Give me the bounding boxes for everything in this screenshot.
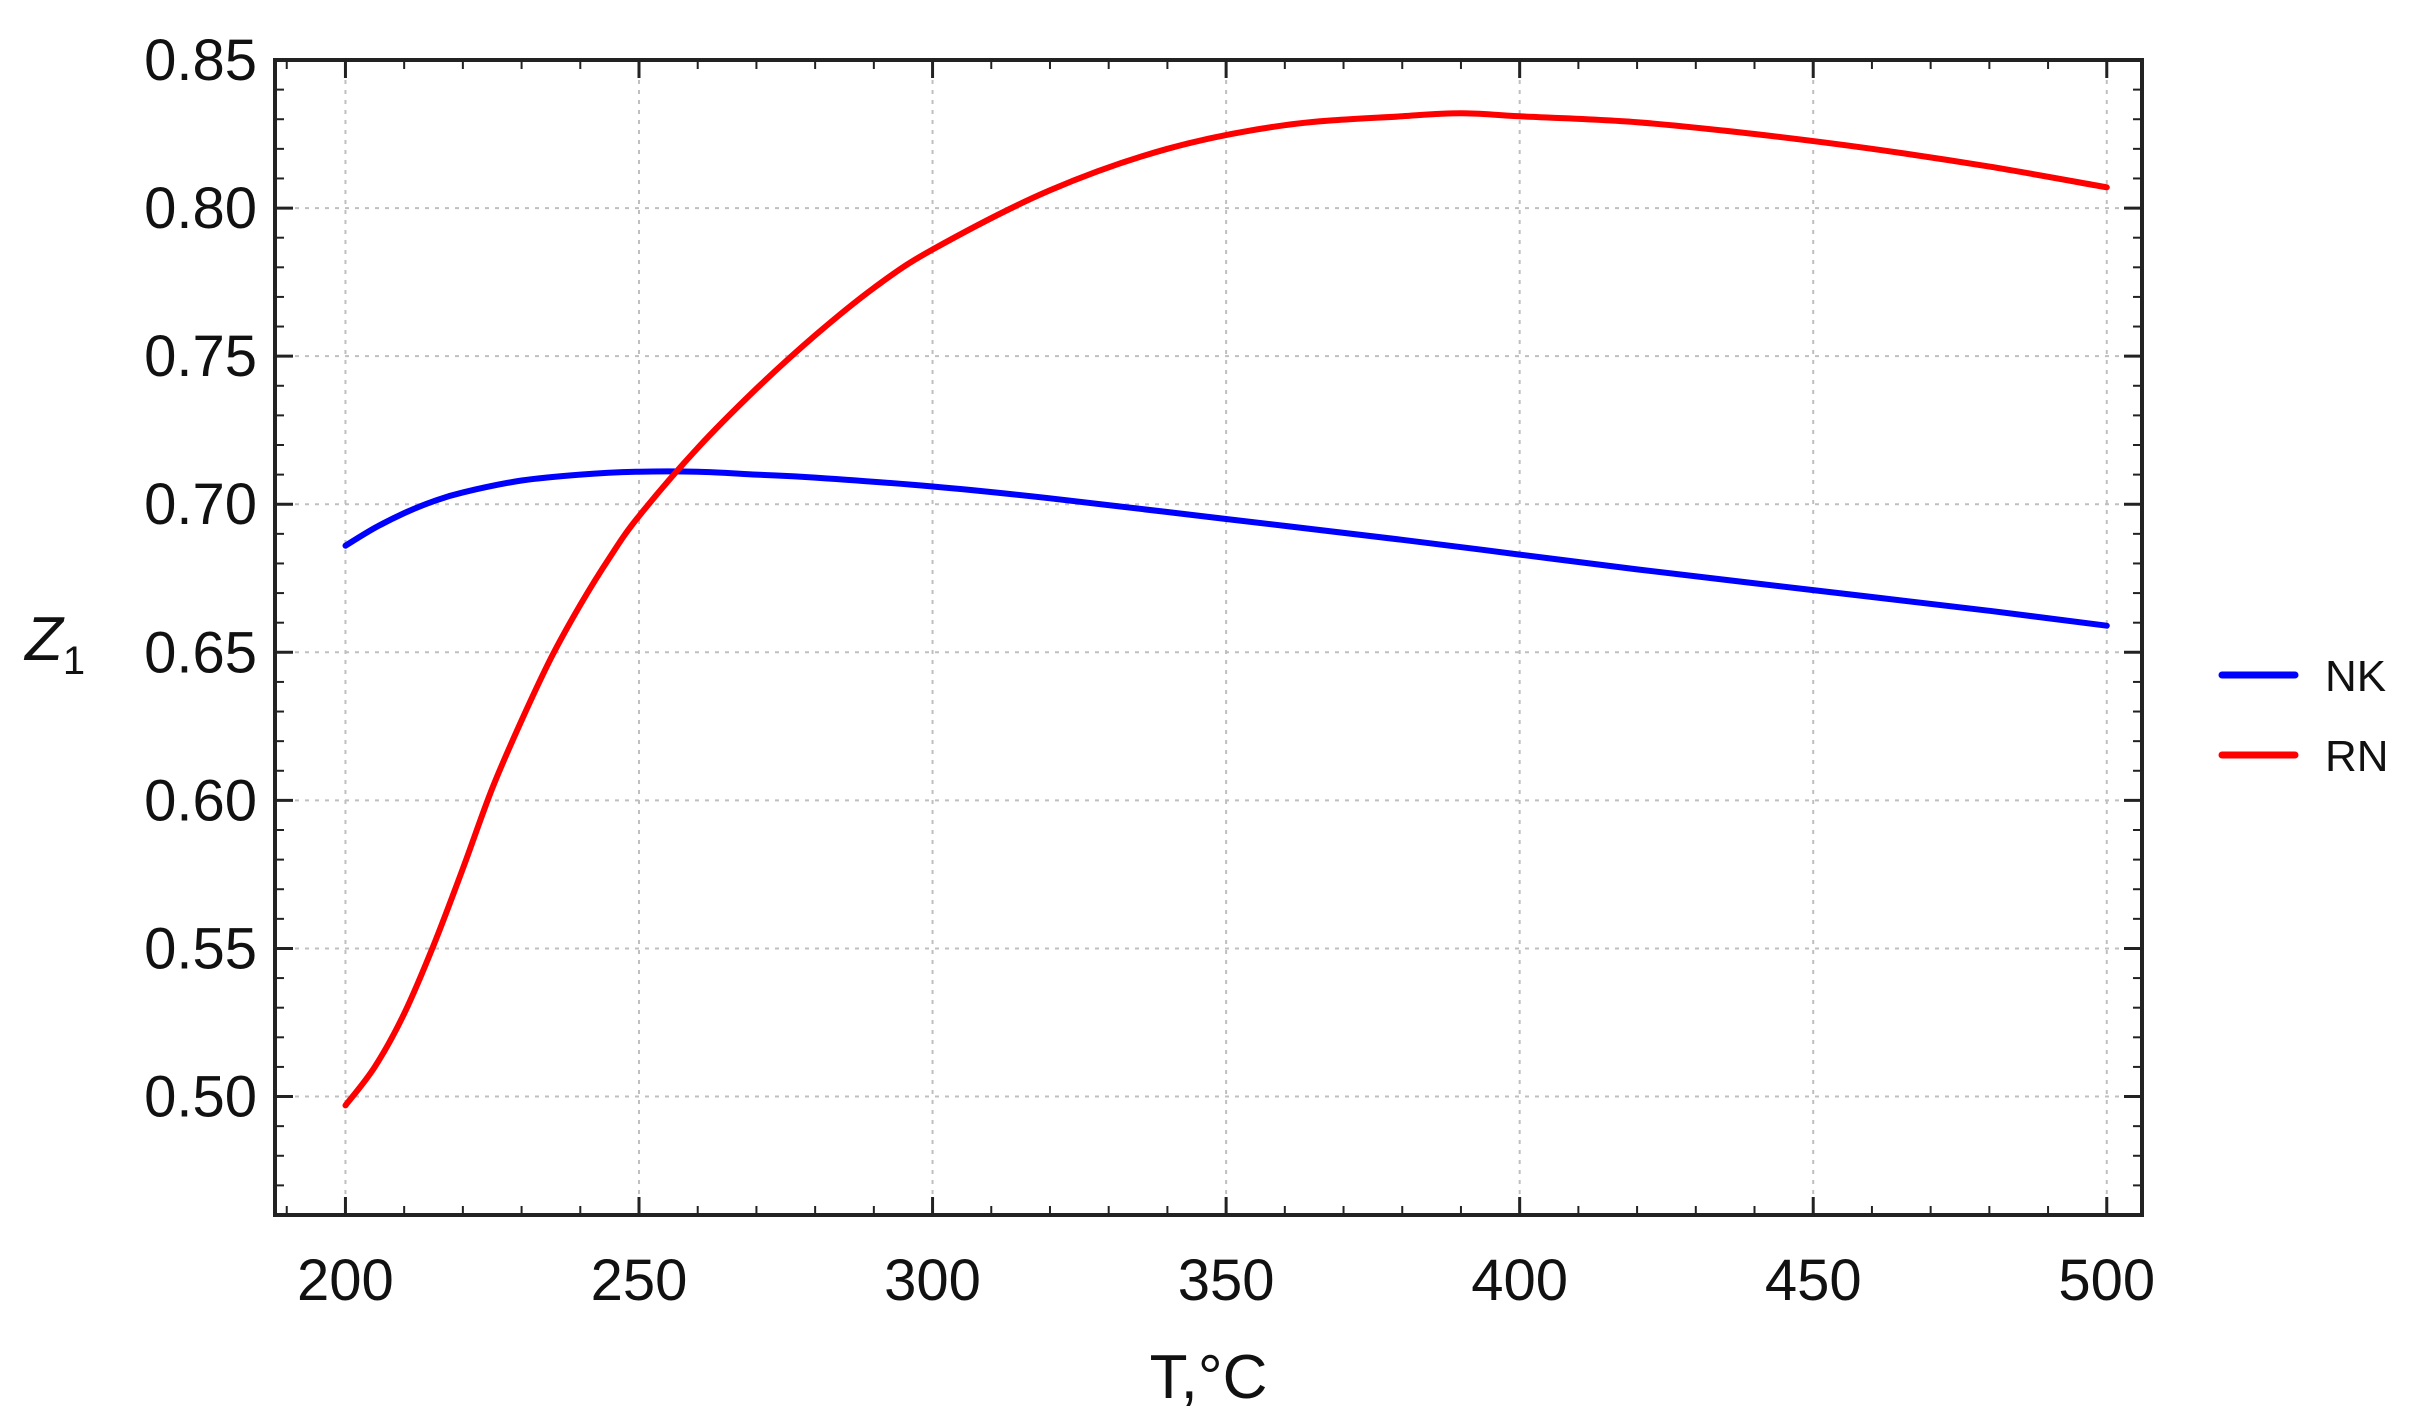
x-tick-label: 300 <box>884 1248 981 1313</box>
y-tick-label: 0.85 <box>144 28 257 93</box>
y-axis-title: Z1 <box>23 605 85 683</box>
grid-lines <box>275 59 2142 1215</box>
y-tick-label: 0.80 <box>144 176 257 241</box>
y-tick-label: 0.65 <box>144 620 257 685</box>
series-line-nk <box>342 468 2110 629</box>
y-tick-label: 0.75 <box>144 324 257 389</box>
plot-frame <box>273 58 2144 1217</box>
axis-ticks <box>275 58 2142 1215</box>
y-tick-label: 0.70 <box>144 472 257 537</box>
y-tick-labels: 0.50 0.55 0.60 0.65 0.70 0.75 0.80 0.85 <box>144 28 257 1130</box>
series-line-rn <box>342 110 2110 1109</box>
x-tick-label: 450 <box>1765 1248 1862 1313</box>
legend-label-rn: RN <box>2325 732 2389 781</box>
x-tick-label: 400 <box>1471 1248 1568 1313</box>
x-axis-title: T,°C <box>1150 1343 1268 1412</box>
legend: NK RN <box>2218 652 2389 781</box>
y-tick-label: 0.50 <box>144 1065 257 1130</box>
x-tick-label: 350 <box>1178 1248 1275 1313</box>
y-tick-label: 0.60 <box>144 768 257 833</box>
y-axis-title-main: Z <box>23 605 65 674</box>
x-tick-label: 200 <box>297 1248 394 1313</box>
y-tick-label: 0.55 <box>144 916 257 981</box>
legend-label-nk: NK <box>2325 652 2386 701</box>
series-lines <box>342 110 2110 1109</box>
y-axis-title-subscript: 1 <box>63 639 85 683</box>
x-tick-labels: 200 250 300 350 400 450 500 <box>297 1248 2155 1313</box>
x-tick-label: 500 <box>2058 1248 2155 1313</box>
x-tick-label: 250 <box>591 1248 688 1313</box>
